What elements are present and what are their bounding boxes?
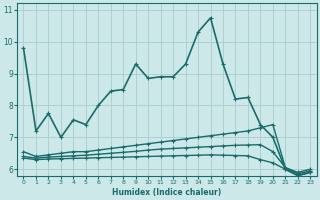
X-axis label: Humidex (Indice chaleur): Humidex (Indice chaleur) [112, 188, 221, 197]
